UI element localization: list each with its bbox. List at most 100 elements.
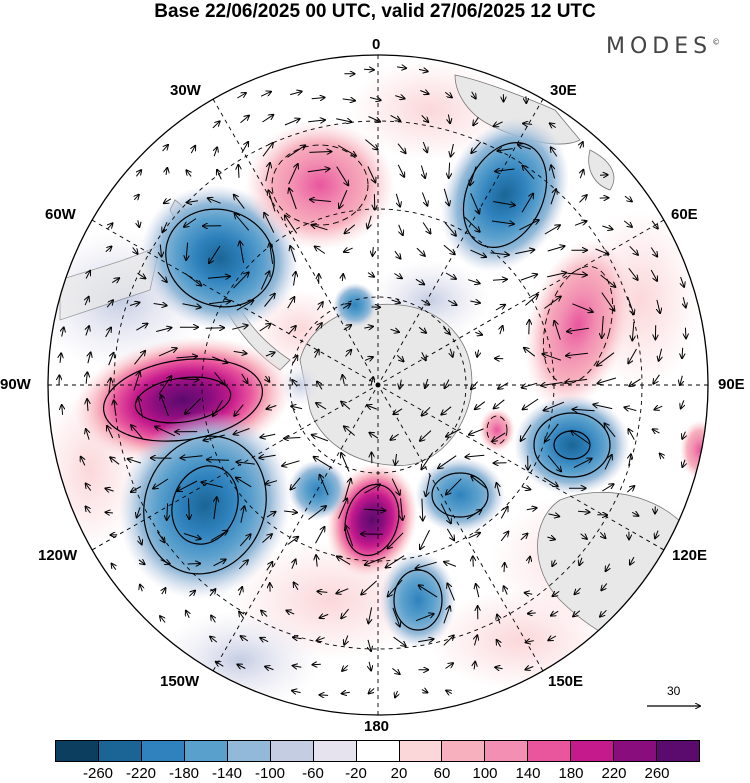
wind-vector bbox=[162, 145, 168, 152]
wind-vector bbox=[368, 607, 371, 623]
wind-vector bbox=[547, 273, 566, 278]
wind-vector bbox=[207, 460, 229, 461]
wind-vector bbox=[62, 405, 63, 415]
colorbar-tick-label: -140 bbox=[211, 765, 243, 782]
wind-vector bbox=[624, 407, 637, 410]
wind-vector bbox=[211, 616, 215, 623]
wind-vector bbox=[290, 92, 302, 95]
wind-vector bbox=[447, 584, 455, 601]
wind-vector bbox=[212, 356, 227, 363]
wind-vector bbox=[88, 352, 91, 364]
wind-vector bbox=[597, 352, 615, 366]
wind-vector bbox=[552, 559, 555, 566]
wind-vector bbox=[547, 537, 555, 539]
wind-vector bbox=[214, 497, 217, 520]
colorbar-tick-label: -180 bbox=[168, 765, 200, 782]
wind-vector bbox=[395, 690, 398, 697]
wind-vector bbox=[158, 348, 177, 357]
colorbar-tick-label: 100 bbox=[472, 765, 498, 782]
wind-vector bbox=[420, 430, 432, 441]
wind-vector bbox=[239, 612, 244, 619]
wind-vector bbox=[181, 456, 203, 458]
wind-vector bbox=[551, 147, 558, 157]
wind-vector bbox=[494, 121, 503, 127]
wind-vector bbox=[265, 375, 269, 382]
wind-vector bbox=[262, 143, 273, 157]
wind-vector bbox=[160, 616, 166, 623]
wind-vector bbox=[136, 170, 141, 177]
wind-vector bbox=[153, 304, 167, 306]
wind-vector bbox=[491, 221, 514, 224]
wind-vector bbox=[421, 115, 429, 122]
wind-vector bbox=[369, 689, 375, 694]
wind-vector bbox=[600, 531, 605, 538]
wind-vector bbox=[443, 636, 454, 646]
wind-vector bbox=[182, 303, 201, 308]
wind-vector bbox=[167, 503, 168, 520]
wind-vector bbox=[369, 433, 379, 439]
colorbar-segment bbox=[56, 741, 99, 761]
wind-vector bbox=[421, 192, 427, 206]
wind-vector bbox=[519, 220, 538, 231]
wind-vector bbox=[282, 460, 300, 466]
wind-vector bbox=[234, 195, 245, 209]
wind-vector bbox=[134, 351, 146, 365]
wind-vector bbox=[238, 560, 248, 570]
wind-vector bbox=[112, 278, 119, 282]
wind-vector bbox=[580, 142, 583, 149]
wind-vector bbox=[544, 401, 565, 410]
wind-vector bbox=[184, 218, 197, 227]
wind-vector bbox=[565, 379, 588, 382]
wind-vector bbox=[653, 429, 660, 433]
wind-vector bbox=[445, 379, 449, 389]
wind-vector bbox=[364, 484, 381, 494]
colorbar-tick-label: 220 bbox=[601, 765, 627, 782]
wind-vector bbox=[443, 244, 455, 254]
wind-vector bbox=[475, 332, 482, 334]
wind-vector bbox=[262, 534, 272, 543]
wind-vector bbox=[471, 381, 478, 390]
wind-vector bbox=[445, 272, 456, 279]
wind-vector bbox=[604, 423, 616, 438]
wind-vector bbox=[494, 399, 505, 409]
wind-vector bbox=[392, 668, 399, 674]
wind-vector bbox=[86, 484, 92, 491]
wind-vector bbox=[426, 474, 431, 497]
wind-vector bbox=[394, 250, 401, 259]
wind-vector bbox=[265, 163, 270, 182]
wind-vector bbox=[158, 376, 171, 395]
wind-vector bbox=[423, 141, 427, 152]
wind-vector bbox=[627, 296, 634, 314]
wind-vector bbox=[657, 299, 660, 313]
wind-vector bbox=[523, 124, 533, 125]
wind-vector bbox=[237, 93, 246, 99]
wind-vector bbox=[284, 438, 301, 439]
wind-vector bbox=[344, 479, 351, 500]
wind-vector bbox=[655, 530, 658, 539]
wind-vector bbox=[465, 455, 485, 457]
wind-vector bbox=[239, 587, 242, 596]
wind-vector bbox=[415, 278, 424, 284]
wind-vector bbox=[367, 166, 376, 183]
wind-vector bbox=[391, 300, 400, 303]
wind-vector bbox=[345, 224, 356, 234]
wind-vector bbox=[542, 354, 562, 361]
wind-vector bbox=[216, 662, 224, 667]
wind-vector bbox=[183, 533, 201, 539]
wind-vector bbox=[602, 226, 612, 229]
wind-vector bbox=[212, 121, 220, 129]
colorbar-tick-label: -220 bbox=[125, 765, 157, 782]
wind-vector bbox=[472, 91, 476, 99]
wind-vector bbox=[187, 564, 201, 565]
wind-vector bbox=[466, 510, 482, 520]
wind-vector bbox=[629, 454, 631, 466]
colorbar-tick-label: -100 bbox=[254, 765, 286, 782]
wind-vector bbox=[529, 557, 531, 564]
wind-vector bbox=[470, 301, 480, 303]
wind-vector bbox=[601, 292, 615, 311]
wind-vector bbox=[241, 142, 248, 154]
wind-vector bbox=[367, 273, 374, 277]
wind-vector bbox=[659, 348, 662, 361]
wind-vector bbox=[311, 98, 325, 99]
wind-vector bbox=[548, 636, 557, 640]
